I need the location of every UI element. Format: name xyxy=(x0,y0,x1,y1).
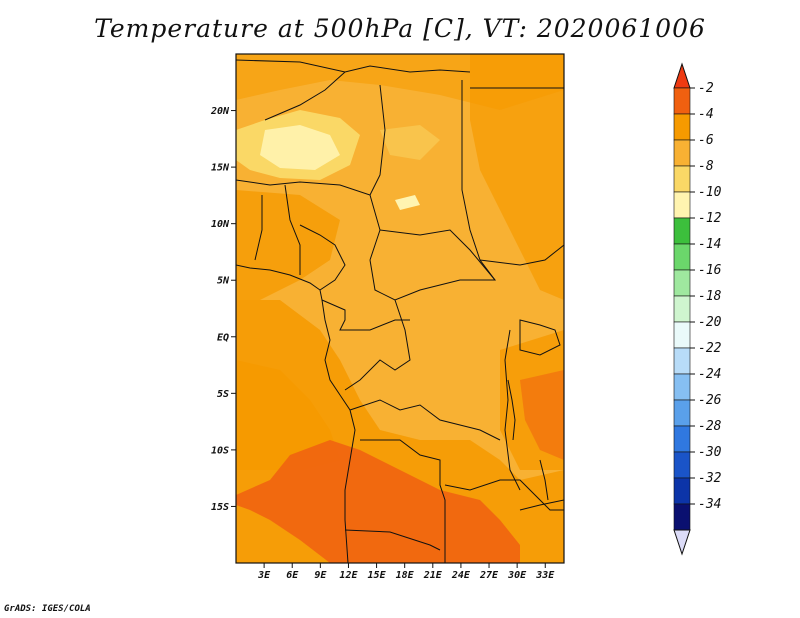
colorbar-label: -34 xyxy=(698,497,721,512)
colorbar: -2 -4 -6 -8 -10 -12 -14 -16 -18 -20 -22 -24 -26 -28 -3… xyxy=(673,62,722,556)
border-uganda xyxy=(519,319,561,356)
lat-tick-label: 15S xyxy=(211,502,229,513)
lon-tick-label: 21E xyxy=(423,570,443,581)
field-cool-spot xyxy=(395,195,420,210)
colorbar-label: -8 xyxy=(698,159,714,174)
colorbar-bin xyxy=(673,373,691,401)
colorbar-bin xyxy=(673,477,691,505)
colorbar-bin xyxy=(673,399,691,427)
lat-tick-label: 5N xyxy=(217,276,230,287)
lon-tick-label: 9E xyxy=(314,570,327,581)
colorbar-bin xyxy=(673,139,691,167)
lat-tick-label: 10S xyxy=(211,445,229,456)
lat-tick-label: 5S xyxy=(217,389,229,400)
colorbar-bin xyxy=(673,321,691,349)
lon-tick-label: 12E xyxy=(339,570,358,581)
lake-malawi xyxy=(539,459,549,501)
colorbar-label: -18 xyxy=(698,289,722,304)
map-frame xyxy=(235,53,565,564)
colorbar-label: -4 xyxy=(698,107,714,122)
colorbar-bin xyxy=(673,191,691,219)
colorbar-label: -2 xyxy=(698,81,714,96)
lat-tick-label: EQ xyxy=(217,332,229,343)
lat-tick-label: 10N xyxy=(211,219,230,230)
colorbar-bin xyxy=(673,425,691,453)
field-cool-pale xyxy=(380,125,440,160)
colorbar-label: -32 xyxy=(698,471,722,486)
border-drc-south xyxy=(349,399,501,441)
lon-tick-label: 27E xyxy=(479,570,499,581)
field-hot-east xyxy=(520,370,564,460)
colorbar-label: -20 xyxy=(698,315,722,330)
lon-tick-label: 30E xyxy=(507,570,527,581)
colorbar-label: -6 xyxy=(698,133,714,148)
border-congo xyxy=(344,299,411,391)
colorbar-bin xyxy=(673,243,691,271)
colorbar-label: -14 xyxy=(698,237,721,252)
border-cameroon xyxy=(321,299,410,331)
colorbar-bin xyxy=(673,269,691,297)
temperature-field xyxy=(236,54,564,563)
border-vertical-1 xyxy=(264,71,346,121)
lon-tick-label: 15E xyxy=(368,570,387,581)
border-moz xyxy=(519,499,564,511)
colorbar-label: -22 xyxy=(698,341,722,356)
colorbar-bin xyxy=(673,165,691,193)
colorbar-bin xyxy=(673,217,691,245)
colorbar-label: -16 xyxy=(698,263,722,278)
border-angola xyxy=(360,439,446,563)
border-namibia xyxy=(344,529,441,551)
border-ethiopia xyxy=(479,244,564,266)
colorbar-bin xyxy=(673,347,691,375)
lake-tanganyika xyxy=(507,379,516,441)
border-sudan xyxy=(461,80,496,281)
colorbar-label: -26 xyxy=(698,393,722,408)
lon-tick-label: 33E xyxy=(535,570,555,581)
colorbar-bin xyxy=(673,113,691,141)
lon-tick-label: 6E xyxy=(286,570,299,581)
colorbar-bin xyxy=(673,295,691,323)
colorbar-label: -28 xyxy=(698,419,722,434)
border-nigeria xyxy=(299,224,346,291)
border-chad xyxy=(369,84,386,196)
border-west-vert2 xyxy=(284,184,301,275)
field-cool-center xyxy=(260,125,340,170)
colorbar-label: -30 xyxy=(698,445,722,460)
border-zambia xyxy=(444,479,564,511)
map-title: Temperature at 500hPa [C], VT: 202006100… xyxy=(94,14,706,43)
country-borders xyxy=(236,59,564,563)
border-north-sahara xyxy=(236,59,471,73)
colorbar-bottom-arrow xyxy=(673,529,691,556)
colorbar-label: -10 xyxy=(698,185,722,200)
lon-tick-label: 24E xyxy=(451,570,471,581)
border-drc-east xyxy=(504,329,521,491)
lon-tick-label: 3E xyxy=(257,570,271,581)
coastline-west xyxy=(236,264,356,563)
colorbar-bin xyxy=(673,451,691,479)
field-warm-east xyxy=(470,54,564,300)
colorbar-label: -24 xyxy=(698,367,721,382)
border-car xyxy=(369,229,497,301)
field-hot-core xyxy=(236,440,520,563)
colorbar-label: -12 xyxy=(698,211,722,226)
field-warm-sw xyxy=(236,360,340,470)
colorbar-top-arrow xyxy=(673,62,691,89)
colorbar-bin xyxy=(673,87,691,115)
lat-tick-label: 15N xyxy=(211,163,230,174)
colorbar-bin xyxy=(673,503,691,531)
grads-credit: GrADS: IGES/COLA xyxy=(4,604,91,614)
lon-tick-label: 18E xyxy=(396,570,415,581)
lat-tick-label: 20N xyxy=(210,106,230,117)
border-west-vert xyxy=(254,195,263,261)
